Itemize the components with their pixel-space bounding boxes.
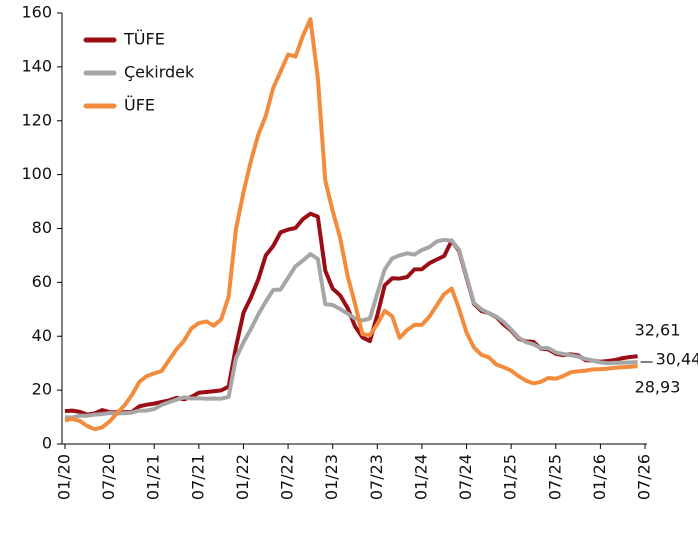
x-tick-label: 07/20 <box>99 454 118 500</box>
series-line <box>64 17 638 432</box>
x-tick-label: 07/22 <box>278 454 297 500</box>
x-tick-label: 01/21 <box>144 454 163 500</box>
x-tick-label: 01/26 <box>590 454 609 500</box>
y-tick-label: 20 <box>32 380 52 399</box>
x-tick-label: 01/24 <box>411 454 430 500</box>
legend-label: ÜFE <box>124 96 155 115</box>
y-tick-label: 60 <box>32 272 52 291</box>
y-tick-label: 80 <box>32 218 52 237</box>
y-tick-label: 100 <box>21 164 52 183</box>
y-tick-label: 120 <box>21 110 52 129</box>
x-tick-label: 07/25 <box>545 454 564 500</box>
annotation: 32,61 <box>635 321 681 340</box>
series-line <box>64 237 638 420</box>
x-tick-label: 01/20 <box>55 454 74 500</box>
x-tick-label: 01/25 <box>501 454 520 500</box>
y-tick-label: 140 <box>21 56 52 75</box>
x-tick-label: 07/23 <box>367 454 386 500</box>
legend-label: Çekirdek <box>124 63 195 82</box>
y-tick-label: 0 <box>42 434 52 453</box>
x-tick-label: 07/24 <box>456 454 475 500</box>
annotation: 28,93 <box>635 378 681 397</box>
x-tick-label: 01/22 <box>233 454 252 500</box>
x-tick-label: 01/23 <box>322 454 341 500</box>
x-tick-label: 07/26 <box>635 454 654 500</box>
annotation: 30,44 <box>656 350 698 369</box>
x-tick-label: 07/21 <box>188 454 207 500</box>
legend-label: TÜFE <box>123 30 165 49</box>
y-tick-label: 160 <box>21 3 52 22</box>
y-tick-label: 40 <box>32 326 52 345</box>
